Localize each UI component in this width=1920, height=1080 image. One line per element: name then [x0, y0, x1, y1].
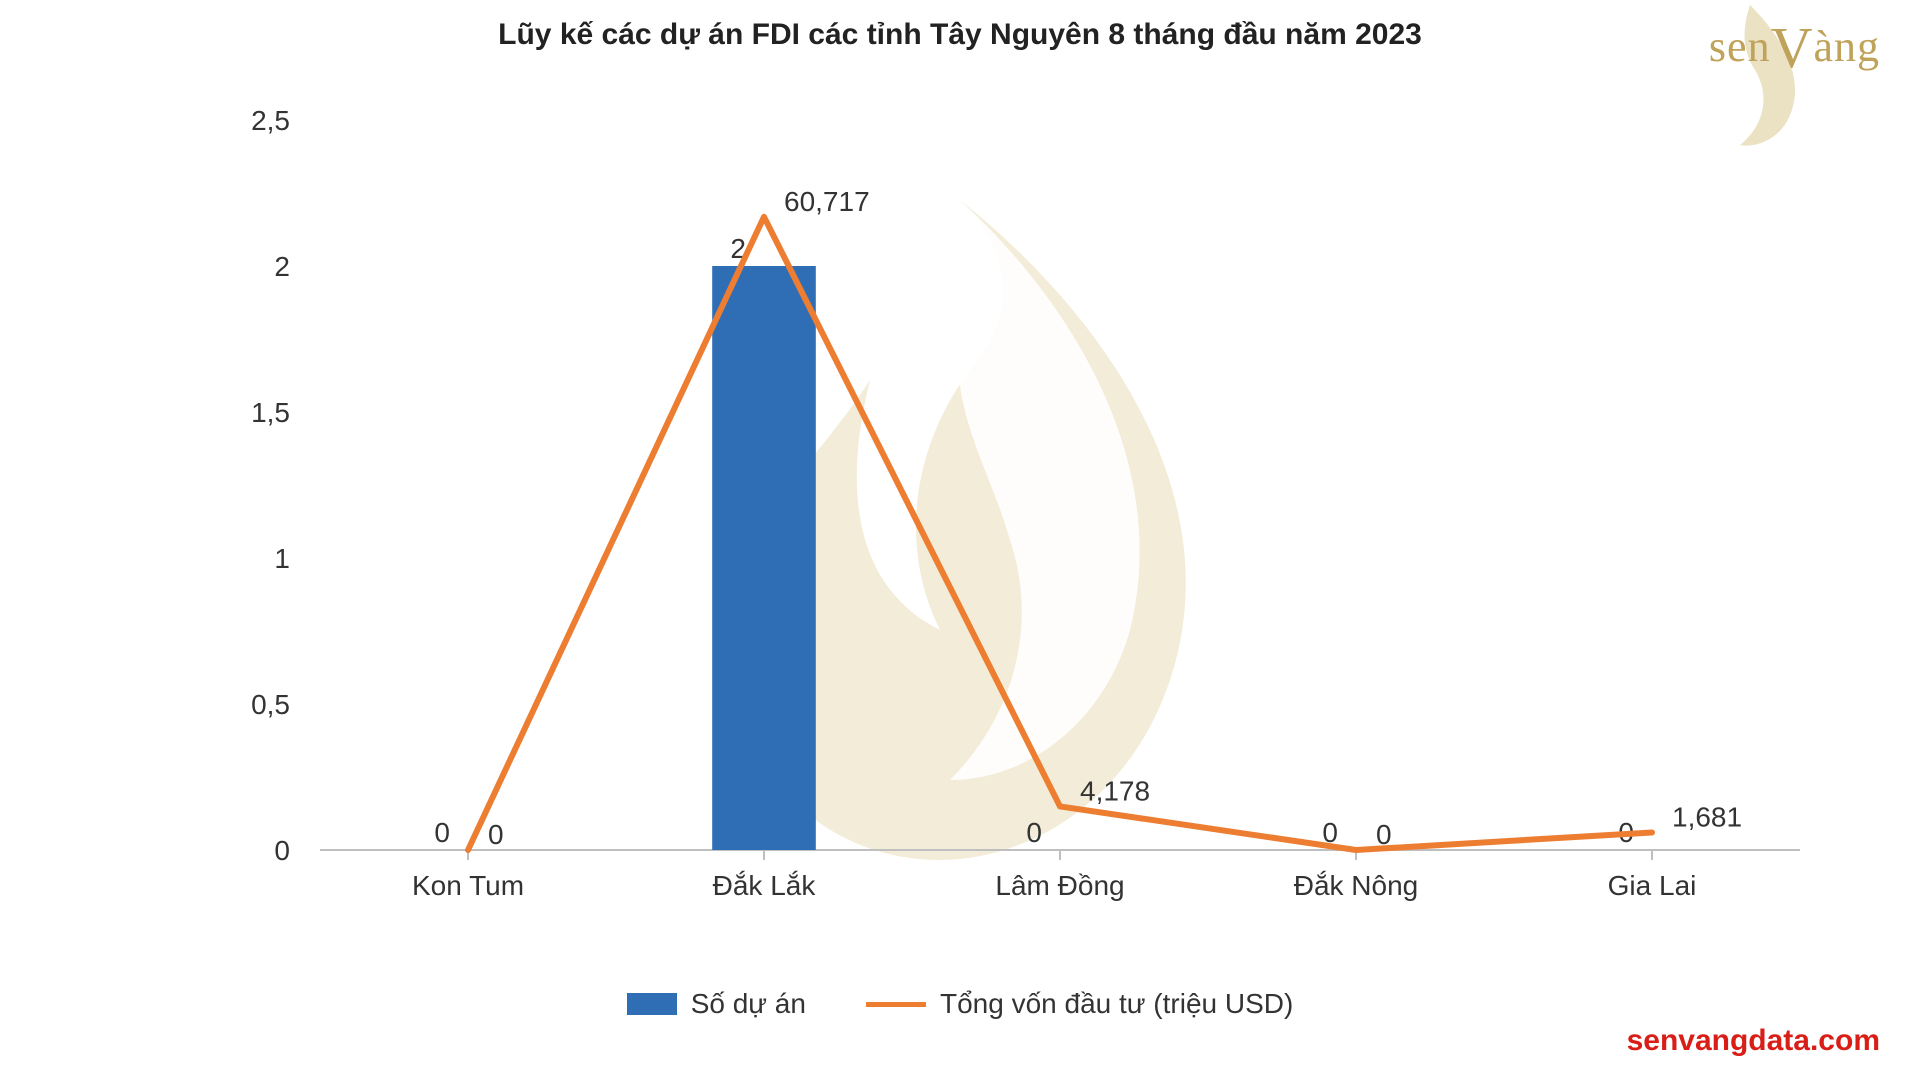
- line-data-label: 0: [488, 819, 504, 850]
- watermark-url: senvangdata.com: [1627, 1024, 1880, 1058]
- bar-data-label: 0: [1026, 817, 1042, 848]
- y-left-tick-label: 2,5: [251, 110, 290, 136]
- logo-text-sen: sen: [1709, 22, 1771, 71]
- y-left-tick-label: 1: [274, 543, 290, 574]
- y-left-tick-label: 0,5: [251, 689, 290, 720]
- chart-title: Lũy kế các dự án FDI các tỉnh Tây Nguyên…: [0, 18, 1920, 52]
- bar-data-label: 0: [434, 817, 450, 848]
- category-label: Gia Lai: [1608, 870, 1697, 901]
- chart-svg: 00,511,522,5010203040506070Kon TumĐắk Lắ…: [100, 110, 1820, 940]
- y-left-tick-label: 2: [274, 251, 290, 282]
- bar: [712, 266, 816, 850]
- category-label: Kon Tum: [412, 870, 524, 901]
- y-left-tick-label: 0: [274, 835, 290, 866]
- line-data-label: 60,717: [784, 186, 870, 217]
- legend-label-bar: Số dự án: [691, 988, 806, 1020]
- legend-item-bar: Số dự án: [627, 988, 806, 1020]
- line-data-label: 4,178: [1080, 775, 1150, 806]
- brand-logo: senVàng: [1709, 8, 1880, 75]
- legend-swatch-bar: [627, 993, 677, 1015]
- chart-legend: Số dự án Tổng vốn đầu tư (triệu USD): [0, 988, 1920, 1020]
- category-label: Đắk Nông: [1294, 870, 1419, 901]
- legend-item-line: Tổng vốn đầu tư (triệu USD): [866, 988, 1293, 1020]
- legend-swatch-line: [866, 1002, 926, 1007]
- y-left-tick-label: 1,5: [251, 397, 290, 428]
- category-label: Lâm Đồng: [995, 870, 1124, 901]
- line-data-label: 0: [1376, 819, 1392, 850]
- category-label: Đắk Lắk: [713, 870, 817, 901]
- legend-label-line: Tổng vốn đầu tư (triệu USD): [940, 988, 1293, 1020]
- chart-area: 00,511,522,5010203040506070Kon TumĐắk Lắ…: [100, 110, 1820, 940]
- line-data-label: 1,681: [1672, 801, 1742, 832]
- logo-text-ang: àng: [1813, 22, 1880, 71]
- line-series: [468, 217, 1652, 850]
